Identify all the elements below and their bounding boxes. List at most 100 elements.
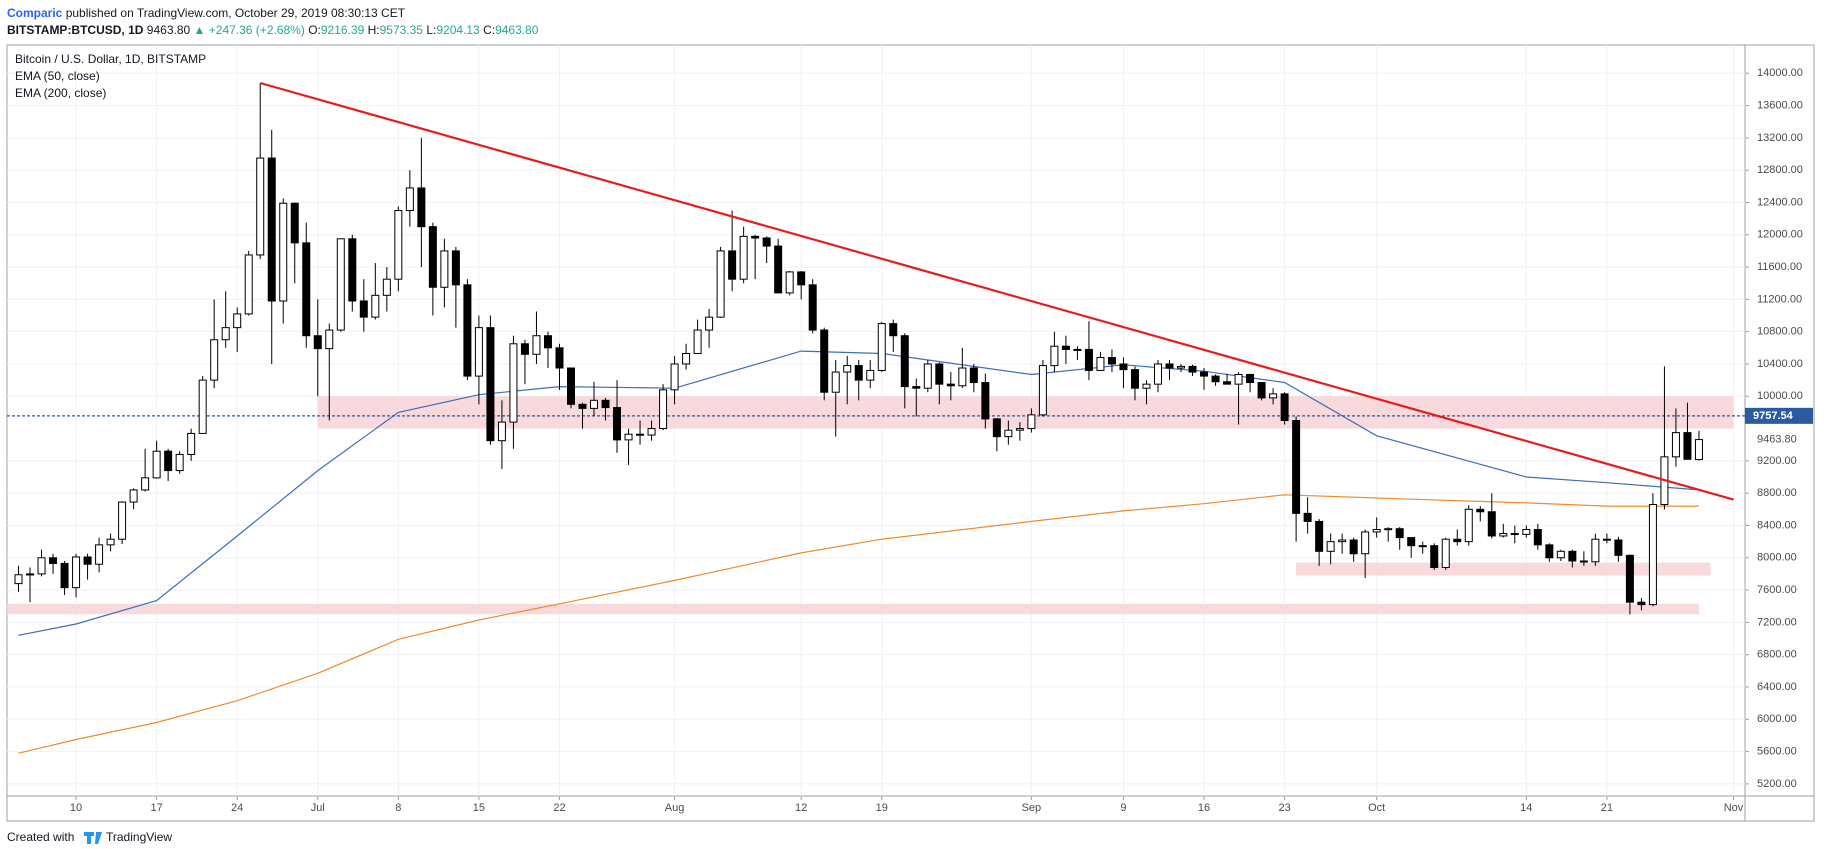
- candle-body: [1257, 382, 1266, 399]
- candle-body: [1453, 538, 1462, 543]
- last: 9463.80: [147, 23, 191, 37]
- candle-body: [866, 369, 875, 381]
- candle-body: [290, 202, 299, 244]
- symbol: BITSTAMP:BTCUSD, 1D: [7, 23, 144, 37]
- candle-body: [313, 335, 322, 350]
- x-tick-label: Sep: [1022, 802, 1042, 814]
- candle-body: [1694, 439, 1703, 461]
- candle-body: [1683, 432, 1692, 460]
- candle-body: [1027, 414, 1036, 430]
- logo: [84, 832, 102, 844]
- candle-body: [49, 557, 58, 564]
- candle-body: [647, 428, 656, 436]
- candle-body: [325, 329, 334, 350]
- candle-body: [682, 352, 691, 365]
- ohlc-value: 9573.35: [380, 23, 424, 37]
- x-tick-label: 16: [1198, 802, 1210, 814]
- candle-body: [1303, 512, 1312, 522]
- x-tick-label: 15: [473, 802, 485, 814]
- candle-body: [1061, 345, 1070, 350]
- candle-body: [463, 284, 472, 377]
- candle-body: [1614, 539, 1623, 556]
- candle-body: [1499, 533, 1508, 537]
- candle-body: [831, 371, 840, 393]
- candle-body: [797, 271, 806, 286]
- candle-body: [923, 363, 932, 389]
- candle-body: [164, 450, 173, 472]
- change: +247.36 (+2.68%): [209, 23, 305, 37]
- candle-body: [1142, 383, 1151, 389]
- y-tick-label: 10000.00: [1757, 390, 1803, 402]
- y-tick-label: 6000.00: [1757, 713, 1797, 725]
- candle-body: [428, 226, 437, 288]
- zone: [7, 603, 1699, 615]
- candle-body: [175, 453, 184, 472]
- candle-body: [1188, 365, 1197, 373]
- candle-body: [1280, 393, 1289, 422]
- x-tick-label: 9: [1120, 802, 1126, 814]
- candle-body: [1084, 348, 1093, 371]
- candle-body: [267, 157, 276, 302]
- author[interactable]: Comparic: [7, 6, 63, 20]
- y-tick-label: 14000.00: [1757, 67, 1803, 79]
- header-line: Comparic published on TradingView.com, O…: [7, 6, 406, 20]
- candle-body: [1234, 373, 1243, 385]
- candle-body: [141, 477, 150, 491]
- candle-body: [451, 250, 460, 286]
- y-tick-label: 12400.00: [1757, 196, 1803, 208]
- candle-body: [543, 335, 552, 349]
- candle-body: [900, 335, 909, 388]
- x-tick-label: Jul: [311, 802, 325, 814]
- candle-body: [935, 363, 944, 385]
- ohlc-label: O:: [308, 23, 321, 37]
- candle-body: [129, 489, 138, 503]
- candle-body: [474, 327, 483, 377]
- candle-body: [1671, 432, 1680, 458]
- footer-brand[interactable]: TradingView: [106, 830, 172, 844]
- candle-body: [348, 238, 357, 302]
- candle-body: [532, 335, 541, 355]
- candle-body: [152, 450, 161, 479]
- candle-body: [958, 367, 967, 387]
- candle-body: [981, 382, 990, 420]
- candle-body: [497, 421, 506, 442]
- published: published on TradingView.com, October 29…: [66, 6, 406, 20]
- candle-body: [1510, 533, 1519, 536]
- candle-body: [739, 235, 748, 280]
- candle-body: [877, 323, 886, 371]
- candle-body: [1326, 541, 1335, 552]
- x-tick-label: Oct: [1368, 802, 1385, 814]
- y-tick-label: 5200.00: [1757, 778, 1797, 790]
- y-tick-label: 8400.00: [1757, 519, 1797, 531]
- candle-body: [854, 365, 863, 381]
- candle-body: [1349, 539, 1358, 555]
- y-tick-label: 11600.00: [1757, 261, 1802, 273]
- candle-body: [1015, 428, 1024, 431]
- candle-body: [1130, 369, 1139, 389]
- candle-body: [1107, 357, 1116, 365]
- y-tick-label: 8800.00: [1757, 487, 1797, 499]
- y-tick-label: 10800.00: [1757, 326, 1803, 338]
- candle-body: [613, 407, 622, 441]
- candle-body: [221, 327, 230, 341]
- candle-body: [279, 202, 288, 302]
- candle-body: [244, 254, 253, 315]
- candle-body: [624, 433, 633, 441]
- y-tick-label: 7600.00: [1757, 584, 1797, 596]
- candle-body: [1579, 560, 1588, 563]
- y-tick-label: 10400.00: [1757, 358, 1803, 370]
- candle-body: [1637, 601, 1646, 606]
- x-tick-label: Aug: [665, 802, 685, 814]
- candle-body: [83, 556, 92, 565]
- candle-body: [590, 399, 599, 409]
- candle-body: [1292, 420, 1301, 514]
- y-tick-label: 12000.00: [1757, 229, 1803, 241]
- ohlc-value: 9216.39: [321, 23, 365, 37]
- candle-body: [60, 562, 69, 589]
- x-tick-label: Nov: [1724, 802, 1744, 814]
- x-tick-label: 24: [231, 802, 243, 814]
- candle-body: [394, 210, 403, 280]
- y-tick-label: 6400.00: [1757, 681, 1797, 693]
- x-tick-label: 22: [553, 802, 565, 814]
